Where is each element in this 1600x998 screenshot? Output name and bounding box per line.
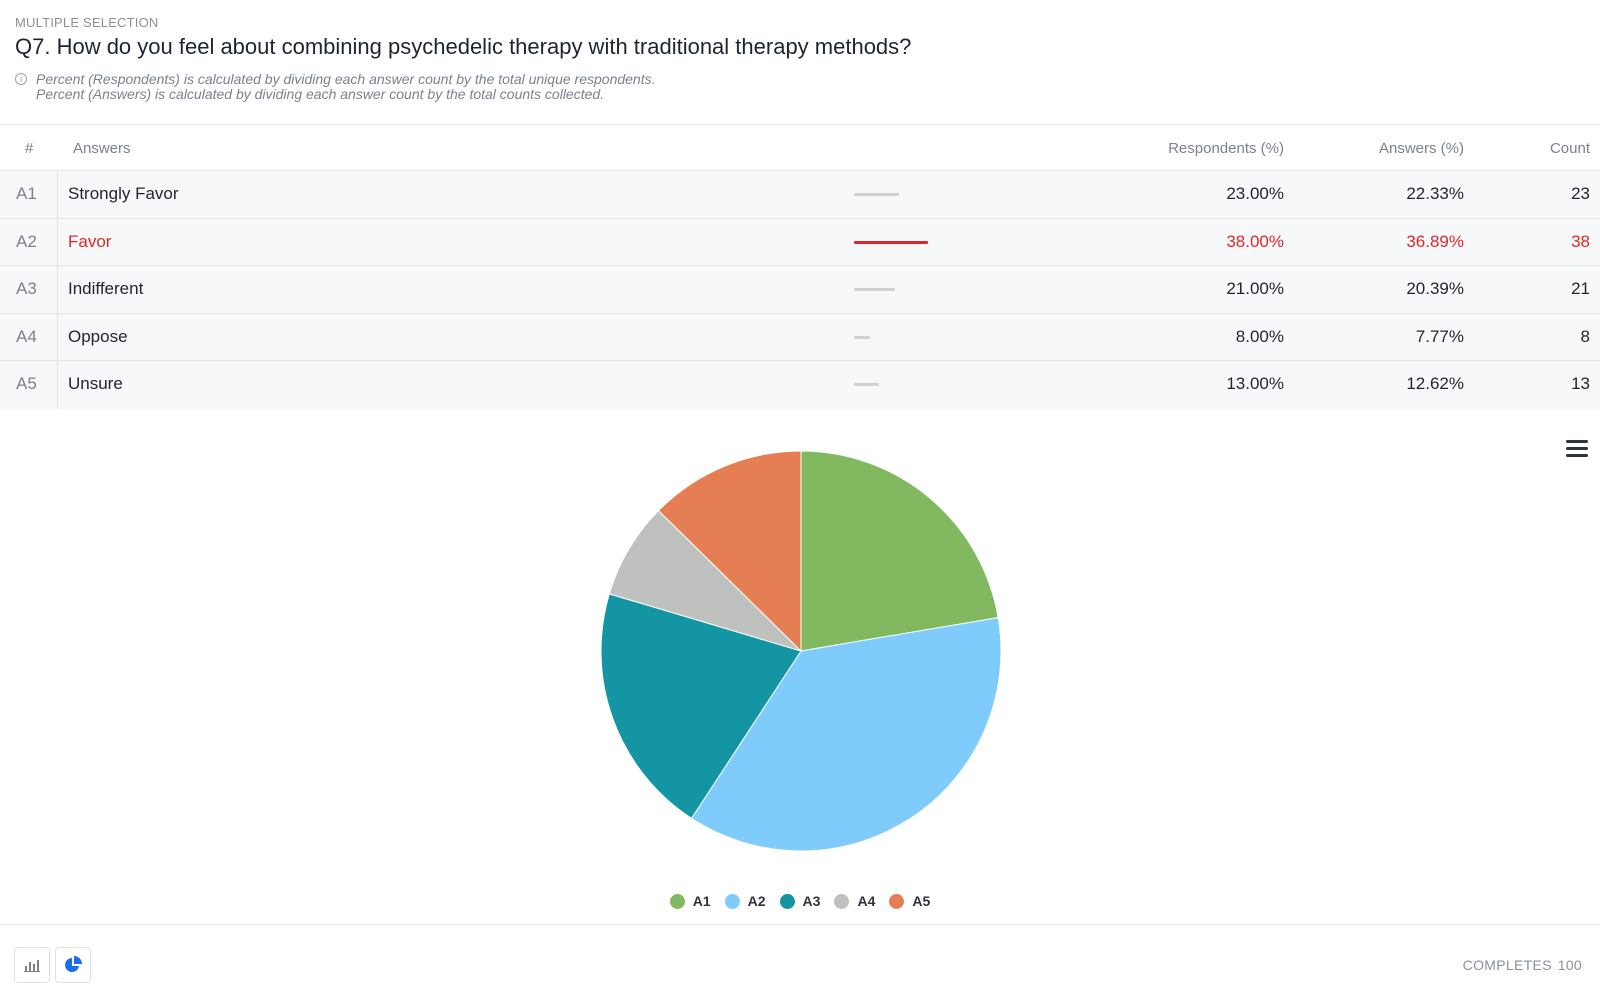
legend-dot [724, 893, 740, 909]
answer-count: 23 [1571, 184, 1590, 203]
answers-percent: 22.33% [1406, 184, 1464, 203]
answers-percent: 7.77% [1415, 326, 1464, 346]
answer-count: 38 [1571, 231, 1590, 251]
answer-count: 8 [1580, 326, 1590, 346]
table-row: A5 Unsure 13.00% 12.62% 13 [0, 361, 1600, 409]
header-count: Count [1549, 140, 1590, 157]
answer-code: A2 [0, 218, 58, 265]
answers-percent: 20.39% [1406, 279, 1464, 298]
respondents-percent: 13.00% [1226, 374, 1284, 393]
legend-label: A2 [747, 893, 766, 909]
respondents-percent: 8.00% [1235, 326, 1284, 346]
legend-dot [834, 893, 850, 909]
pie-slice-a4[interactable] [608, 509, 802, 652]
answer-count: 13 [1571, 374, 1590, 393]
header-num: # [25, 140, 34, 157]
pie-slice-a3[interactable] [600, 593, 802, 820]
header-respondents: Respondents (%) [1168, 140, 1284, 157]
answer-code: A4 [0, 313, 58, 360]
legend-label: A5 [912, 893, 931, 909]
answer-share-bar [854, 288, 895, 291]
answer-label: Favor [68, 231, 112, 251]
note-line-respondents: Percent (Respondents) is calculated by d… [36, 71, 656, 87]
respondents-percent: 38.00% [1226, 231, 1284, 251]
legend-dot [889, 893, 905, 909]
answer-share-bar [854, 335, 870, 339]
answer-label: Unsure [68, 374, 123, 393]
header-answers-pct: Answers (%) [1378, 140, 1464, 157]
answers-table: # Answers Respondents (%) Answers (%) Co… [0, 124, 1600, 409]
answers-percent: 12.62% [1406, 374, 1464, 393]
legend-item-a3[interactable]: A3 [779, 893, 821, 909]
info-icon: i [15, 73, 27, 85]
table-row: A1 Strongly Favor 23.00% 22.33% 23 [0, 171, 1600, 219]
percent-note: i Percent (Respondents) is calculated by… [15, 72, 656, 102]
completes-label: COMPLETES [1462, 957, 1552, 973]
respondents-percent: 23.00% [1226, 184, 1284, 203]
table-row: A3 Indifferent 21.00% 20.39% 21 [0, 266, 1600, 314]
table-header: # Answers Respondents (%) Answers (%) Co… [0, 124, 1600, 171]
legend-label: A3 [802, 893, 821, 909]
pie-chart [600, 450, 1002, 852]
header-answers: Answers [73, 140, 131, 157]
question-type-label: MULTIPLE SELECTION [15, 15, 159, 30]
answer-code: A3 [0, 266, 58, 313]
hamburger-menu-icon [1566, 440, 1588, 443]
pie-chart-icon [65, 956, 82, 972]
question-title: Q7. How do you feel about combining psyc… [15, 34, 912, 59]
note-line-answers: Percent (Answers) is calculated by divid… [36, 86, 605, 102]
answer-label: Strongly Favor [68, 184, 179, 203]
pie-slice-a1[interactable] [800, 450, 999, 652]
answers-percent: 36.89% [1406, 231, 1464, 251]
answer-code: A5 [0, 361, 58, 409]
answer-count: 21 [1571, 279, 1590, 298]
legend-item-a5[interactable]: A5 [889, 893, 930, 909]
legend-label: A1 [692, 893, 711, 909]
pie-chart-button[interactable] [55, 947, 91, 983]
answer-code: A1 [0, 171, 58, 218]
completes-value: 100 [1557, 957, 1582, 973]
bar-chart-icon [24, 960, 40, 972]
answer-share-bar [854, 240, 928, 244]
legend-dot [779, 893, 795, 909]
answer-share-bar [854, 193, 899, 196]
legend-item-a1[interactable]: A1 [669, 893, 711, 909]
answer-label: Indifferent [68, 279, 144, 298]
legend-item-a2[interactable]: A2 [724, 893, 766, 909]
answer-label: Oppose [68, 326, 128, 346]
table-row: A4 Oppose 8.00% 7.77% 8 [0, 313, 1600, 361]
footer: COMPLETES 100 [0, 924, 1600, 998]
pie-slice-a5[interactable] [657, 450, 802, 653]
pie-slice-a2[interactable] [690, 617, 1002, 852]
table-body: A1 Strongly Favor 23.00% 22.33% 23 A2 Favor 38.… [0, 171, 1600, 409]
legend-item-a4[interactable]: A4 [834, 893, 875, 909]
chart-legend: A1 A2 A3 A4 A5 [0, 893, 1600, 909]
table-row: A2 Favor 38.00% 36.89% 38 [0, 218, 1600, 266]
completes-counter: COMPLETES 100 [1463, 957, 1582, 973]
bar-chart-button[interactable] [14, 947, 50, 983]
legend-dot [669, 893, 685, 909]
answer-share-bar [854, 383, 879, 386]
legend-label: A4 [857, 893, 876, 909]
chart-menu-button[interactable] [1566, 440, 1588, 460]
respondents-percent: 21.00% [1226, 279, 1284, 298]
